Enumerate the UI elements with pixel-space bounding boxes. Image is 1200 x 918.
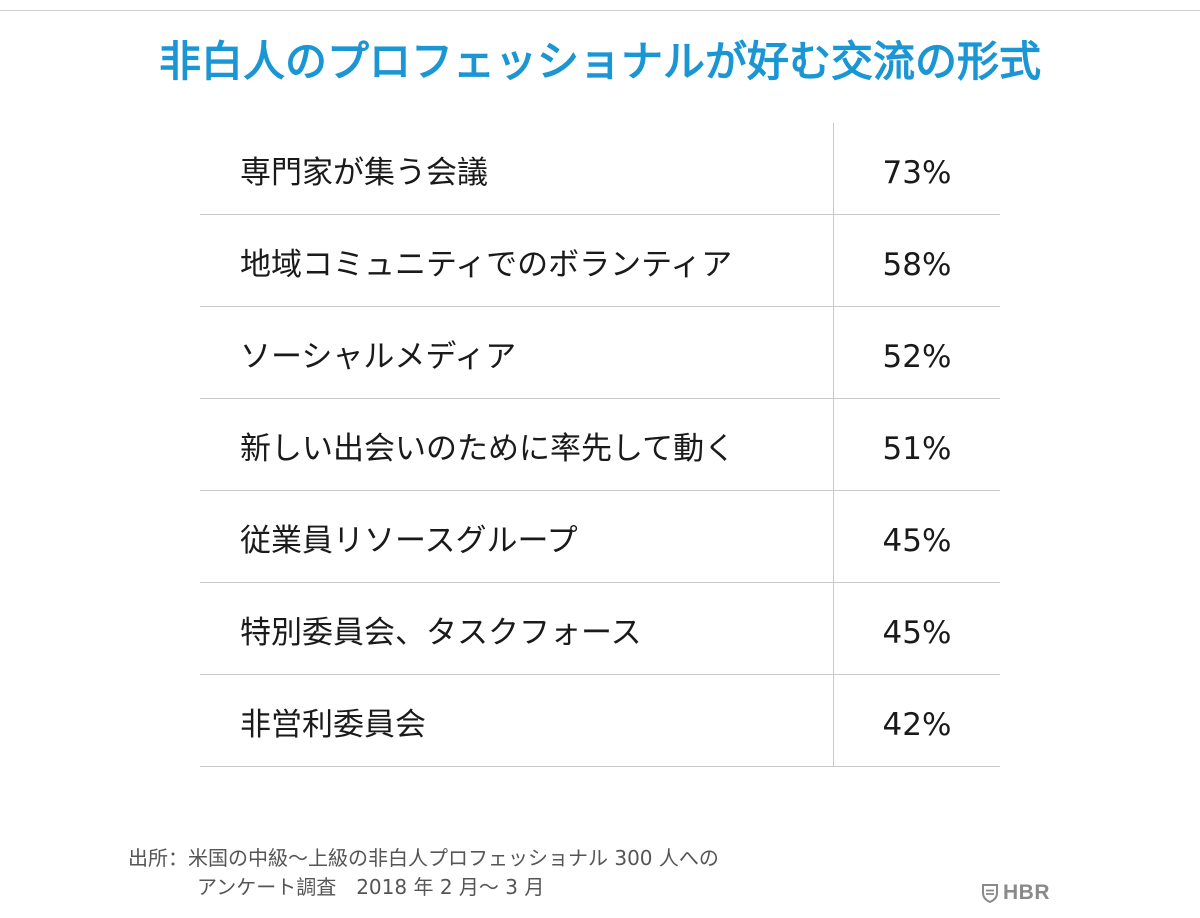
row-label: ソーシャルメディア	[240, 339, 517, 375]
row-label: 新しい出会いのために率先して動く	[240, 431, 736, 467]
row-label: 従業員リソースグループ	[240, 523, 578, 559]
row-value: 52%	[882, 339, 952, 375]
table-row: 地域コミュニティでのボランティア 58%	[200, 215, 1000, 307]
data-table: 専門家が集う会議 73% 地域コミュニティでのボランティア 58% ソーシャルメディア 5…	[200, 123, 1000, 767]
row-value: 73%	[882, 155, 952, 191]
row-value: 45%	[882, 523, 952, 559]
row-value: 51%	[882, 431, 952, 467]
row-value: 58%	[882, 247, 952, 283]
row-value: 42%	[882, 707, 952, 743]
table-row: 専門家が集う会議 73%	[200, 123, 1000, 215]
table-row: 新しい出会いのために率先して動く 51%	[200, 399, 1000, 491]
top-rule	[0, 10, 1200, 11]
source-line-2: アンケート調査 2018 年 2 月～ 3 月	[197, 875, 545, 899]
table-rows: 専門家が集う会議 73% 地域コミュニティでのボランティア 58% ソーシャルメディア 5…	[200, 123, 1000, 767]
hbr-logo-text: HBR	[1003, 881, 1050, 904]
chart-title: 非白人のプロフェッショナルが好む交流の形式	[158, 37, 1041, 86]
table-row: 非営利委員会 42%	[200, 675, 1000, 767]
source-note: 出所：米国の中級～上級の非白人プロフェッショナル 300 人への アンケート調査…	[128, 844, 719, 902]
hbr-shield-icon	[982, 883, 998, 903]
column-divider	[833, 123, 834, 767]
row-label: 特別委員会、タスクフォース	[240, 615, 642, 651]
table-row: ソーシャルメディア 52%	[200, 307, 1000, 399]
row-label: 専門家が集う会議	[240, 155, 488, 191]
row-label: 地域コミュニティでのボランティア	[240, 247, 733, 283]
row-label: 非営利委員会	[240, 707, 426, 743]
table-row: 従業員リソースグループ 45%	[200, 491, 1000, 583]
source-line-1: 出所：米国の中級～上級の非白人プロフェッショナル 300 人への	[128, 846, 719, 870]
hbr-logo: HBR	[982, 881, 1050, 905]
table-row: 特別委員会、タスクフォース 45%	[200, 583, 1000, 675]
row-value: 45%	[882, 615, 952, 651]
